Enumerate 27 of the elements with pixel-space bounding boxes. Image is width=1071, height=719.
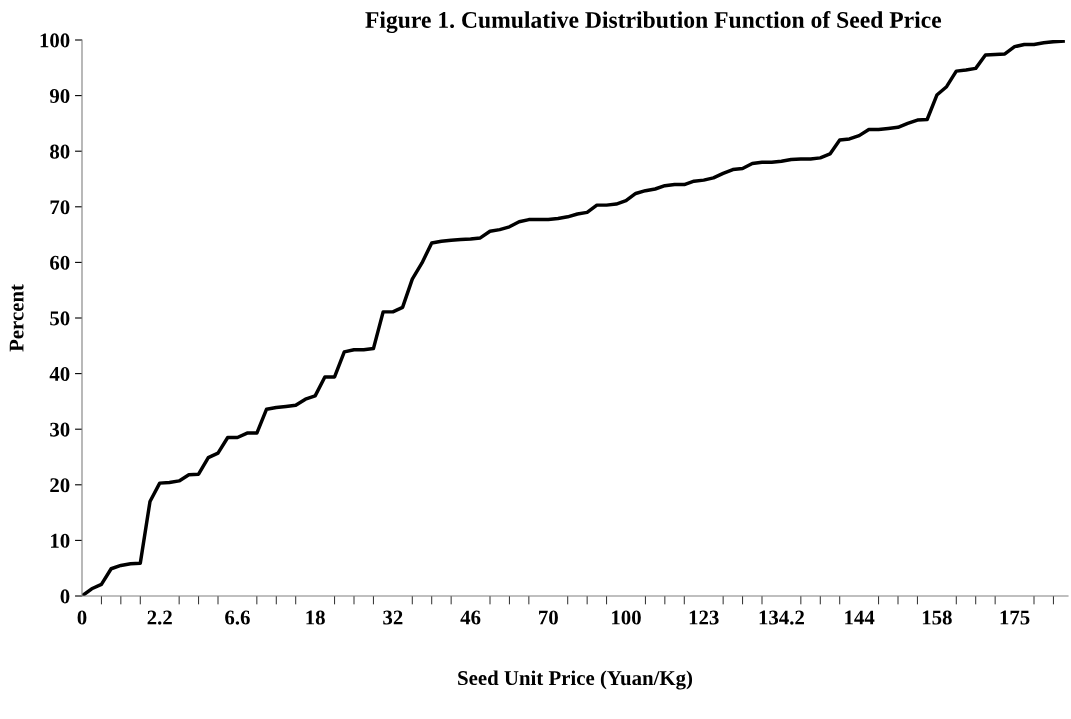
x-tick-label: 175 [1000,610,1030,625]
y-tick-label: 100 [40,33,70,48]
y-tick-label: 20 [50,478,70,493]
x-tick-label: 2.2 [147,610,172,625]
y-tick-label: 50 [50,311,70,326]
y-axis-title: Percent [9,284,24,352]
x-tick-label: 70 [539,610,558,625]
y-tick-label: 30 [50,422,70,437]
x-axis-title: Seed Unit Price (Yuan/Kg) [458,670,693,690]
y-tick-label: 0 [60,589,70,604]
y-tick-label: 60 [50,255,70,270]
chart-title: Figure 1. Cumulative Distribution Function of Seed Price [365,11,942,33]
x-tick-label: 134.2 [759,610,804,625]
y-tick-label: 70 [50,200,70,215]
x-tick-label: 32 [383,610,403,625]
x-tick-label: 6.6 [225,610,250,625]
y-tick-label: 90 [49,88,70,104]
x-tick-label: 100 [612,610,641,625]
x-tick-label: 123 [689,610,719,625]
y-tick-label: 80 [50,144,70,159]
x-tick-label: 18 [306,610,325,625]
y-tick-label: 40 [49,366,70,382]
x-tick-label: 144 [845,610,875,625]
x-tick-label: 0 [77,610,87,625]
y-tick-label: 10 [51,533,70,548]
x-tick-label: 158 [922,610,952,625]
x-tick-label: 46 [460,610,481,625]
